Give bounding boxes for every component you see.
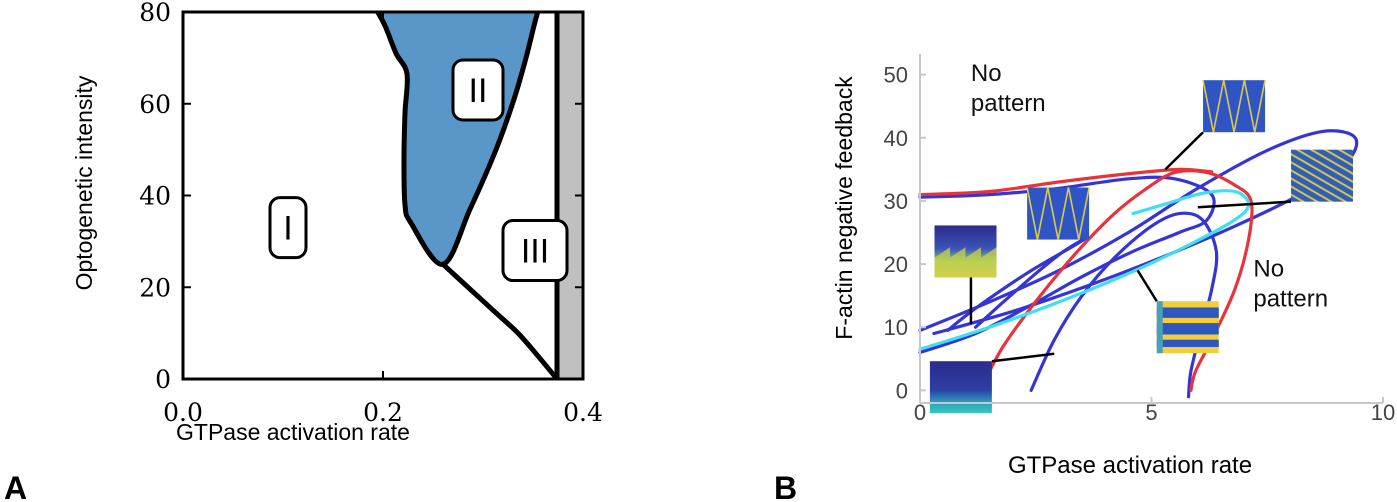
panel-b: No pattern No pattern 0 5 10 0 10 20 30 40 50 GTPas…: [774, 54, 1395, 502]
region-label: III: [521, 233, 549, 271]
inset-leader-line: [1136, 269, 1158, 302]
x-axis-label: GTPase activation rate: [176, 419, 410, 445]
x-tick-label: 10: [1371, 400, 1395, 425]
series-line-cyan: [918, 189, 1251, 351]
region-label-box: [268, 196, 308, 260]
x-tick-label: 0.2: [363, 398, 403, 427]
y-tick-label: 0: [896, 378, 908, 403]
annotation-line: No: [971, 60, 1002, 87]
region-label-box: [501, 219, 569, 283]
region-label: II: [469, 72, 488, 110]
inset-edge: [1156, 301, 1163, 354]
bifurcation-axes: 0 5 10 0 10 20 30 40 50: [884, 54, 1395, 425]
inset-spikes: [934, 247, 997, 278]
region-label-box: [451, 58, 505, 122]
y-axis-label: Optogenetic intensity: [71, 75, 97, 290]
series-line-blue: [918, 129, 1359, 336]
x-axis-label: GTPase activation rate: [1008, 452, 1252, 479]
pattern-inset-uniform: [929, 361, 992, 414]
inset-stripe: [1156, 339, 1219, 347]
inset-leader-line: [991, 352, 1055, 363]
pattern-inset-spikes: [934, 225, 997, 278]
inset-background: [1203, 80, 1266, 133]
inset-stripe: [1156, 323, 1219, 335]
annotation-line: pattern: [971, 90, 1046, 117]
y-tick-label: 50: [884, 63, 908, 88]
inset-background: [929, 361, 992, 414]
inset-background: [1291, 149, 1354, 202]
panel-letter-b: B: [774, 470, 797, 502]
no-pattern-annotation: No pattern: [1253, 256, 1328, 313]
y-tick-label: 10: [884, 315, 908, 340]
y-tick-label: 40: [139, 182, 171, 211]
lower-boundary-curve: [440, 261, 560, 379]
series-line-red: [918, 167, 1214, 197]
y-tick-label: 80: [139, 0, 171, 27]
inset-background: [1027, 187, 1090, 240]
phase-diagram-axes: 0.0 0.2 0.4 0 20 40 60 80: [139, 0, 603, 427]
y-axis-label: F-actin negative feedback: [831, 76, 857, 340]
annotation-line: pattern: [1253, 286, 1328, 313]
x-tick-label: 0.0: [163, 398, 203, 427]
inset-zigzag: [1026, 187, 1090, 240]
inset-leader-line: [1197, 200, 1292, 209]
pattern-inset-zigzag: [1026, 187, 1090, 240]
y-tick-label: 20: [139, 273, 171, 302]
inset-stripe: [1156, 307, 1219, 318]
region-label: I: [283, 210, 292, 248]
annotation-line: No: [1253, 256, 1284, 283]
inset-zigzag: [1202, 80, 1266, 133]
x-tick-label: 5: [1145, 400, 1157, 425]
panel-letter-a: A: [4, 470, 27, 502]
y-tick-label: 0: [155, 365, 171, 394]
y-tick-label: 40: [884, 126, 908, 151]
bifurcation-plot: No pattern No pattern: [918, 60, 1359, 414]
y-tick-label: 20: [884, 252, 908, 277]
pattern-inset-zigzag: [1202, 80, 1266, 133]
no-pattern-annotation: No pattern: [971, 60, 1046, 117]
y-tick-label: 30: [884, 189, 908, 214]
x-tick-label: 0.4: [563, 398, 603, 427]
pattern-inset-stripes-diagonal: [1291, 149, 1354, 202]
x-tick-label: 0: [914, 400, 926, 425]
y-tick-label: 60: [139, 90, 171, 119]
pattern-inset-stripes-horizontal: [1156, 301, 1219, 354]
inset-leader-line: [1164, 131, 1204, 171]
